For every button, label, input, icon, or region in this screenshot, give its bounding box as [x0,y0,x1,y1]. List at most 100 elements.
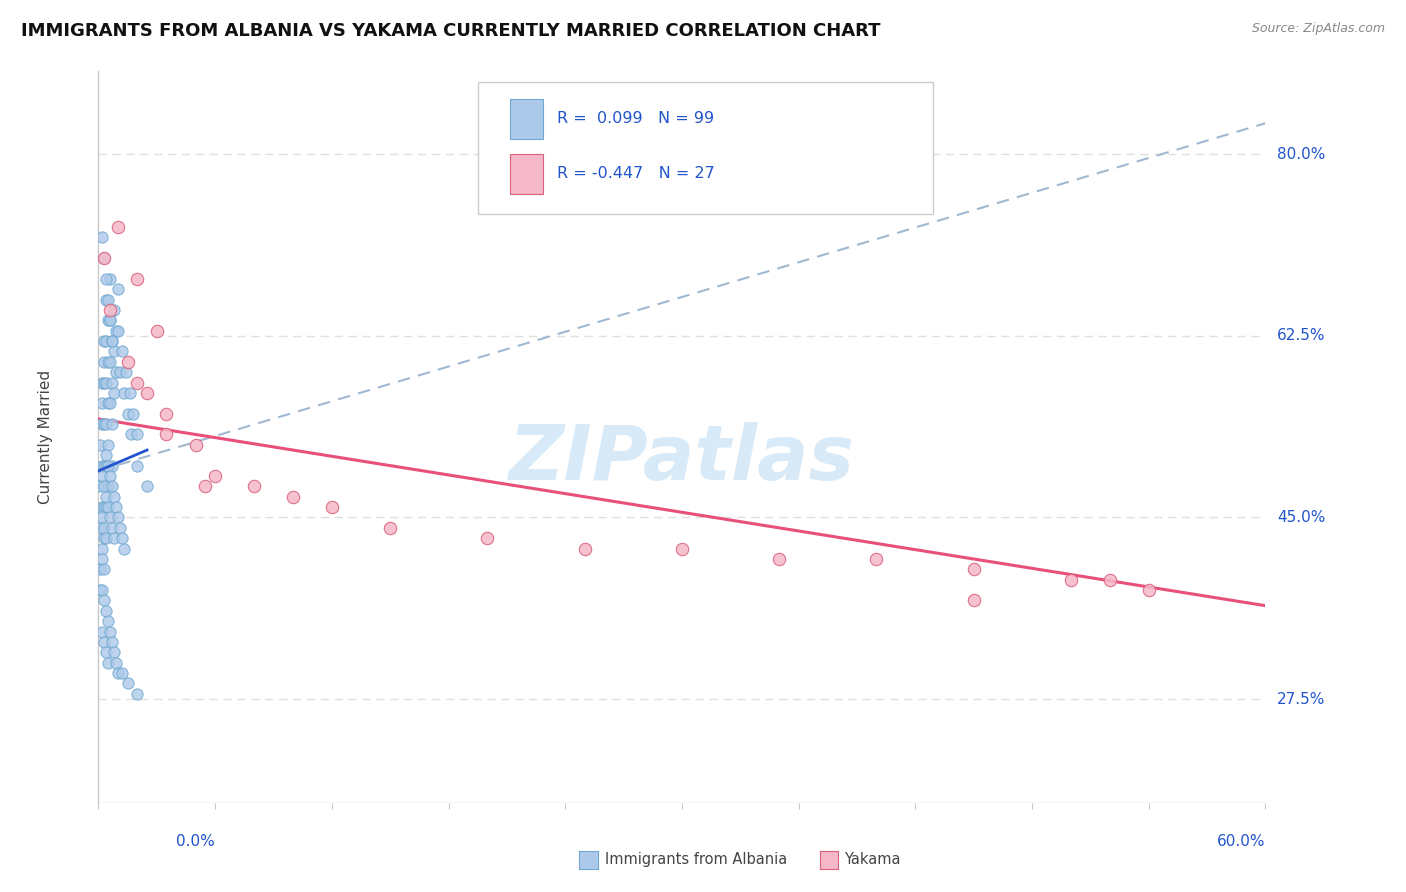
Point [1060,573,1083,587]
Point [121,427,143,442]
Point [96,645,118,659]
Point [96,448,118,462]
Point [93,251,115,265]
Point [98,313,121,327]
Text: ZIPatlas: ZIPatlas [509,422,855,496]
Point [111,531,134,545]
Point [93,635,115,649]
Point [671,541,693,556]
Point [117,407,139,421]
Point [107,219,129,234]
Point [962,593,984,607]
Point [98,469,121,483]
Point [98,355,121,369]
Point [96,376,118,390]
Point [89,479,111,493]
Point [91,458,114,473]
Point [97,313,120,327]
Point [136,479,159,493]
Point [89,438,111,452]
Point [103,531,125,545]
Point [97,458,120,473]
Point [91,396,114,410]
Point [91,230,114,244]
Point [155,427,177,442]
Point [104,365,127,379]
Point [96,334,118,348]
Point [112,541,135,556]
Point [89,521,111,535]
Point [93,531,115,545]
Point [107,666,129,681]
Point [101,479,124,493]
Point [96,490,118,504]
Text: Immigrants from Albania: Immigrants from Albania [605,852,787,867]
Point [97,614,120,628]
Point [107,282,129,296]
Point [91,376,114,390]
Point [112,386,135,401]
Point [101,458,124,473]
Point [108,365,131,379]
Point [93,355,115,369]
Point [93,479,115,493]
Point [97,500,120,515]
Point [96,531,118,545]
Text: 0.0%: 0.0% [176,834,215,849]
Text: R = -0.447   N = 27: R = -0.447 N = 27 [557,166,714,181]
Point [281,490,304,504]
Point [101,635,124,649]
Point [96,458,118,473]
Point [104,324,127,338]
Point [865,552,887,566]
Point [97,479,120,493]
Point [103,344,125,359]
Point [107,324,129,338]
Point [91,624,114,639]
Bar [510,99,543,139]
Point [477,531,499,545]
Point [243,479,266,493]
Point [127,687,149,701]
Text: Yakama: Yakama [844,852,900,867]
Point [96,604,118,618]
Point [127,427,149,442]
Text: 62.5%: 62.5% [1277,328,1326,343]
Point [101,334,124,348]
Point [93,334,115,348]
Point [103,645,125,659]
Point [111,344,134,359]
FancyBboxPatch shape [478,82,932,214]
Point [98,396,121,410]
Point [93,417,115,431]
Point [97,438,120,452]
Point [768,552,790,566]
Point [204,469,226,483]
Point [97,293,120,307]
Text: 45.0%: 45.0% [1277,510,1326,525]
Point [97,396,120,410]
Point [96,272,118,286]
Point [93,376,115,390]
Text: Source: ZipAtlas.com: Source: ZipAtlas.com [1251,22,1385,36]
Point [98,303,121,318]
Text: 80.0%: 80.0% [1277,147,1326,161]
Text: 27.5%: 27.5% [1277,691,1326,706]
Point [1098,573,1121,587]
Point [91,583,114,598]
Point [93,500,115,515]
Bar [510,153,543,194]
Point [96,500,118,515]
Point [101,334,124,348]
Point [97,656,120,670]
Point [107,510,129,524]
Point [127,458,149,473]
Point [136,386,159,401]
Text: 60.0%: 60.0% [1218,834,1265,849]
Point [108,521,131,535]
Text: Currently Married: Currently Married [38,370,53,504]
Point [194,479,217,493]
Point [574,541,596,556]
Point [98,272,121,286]
Point [91,500,114,515]
